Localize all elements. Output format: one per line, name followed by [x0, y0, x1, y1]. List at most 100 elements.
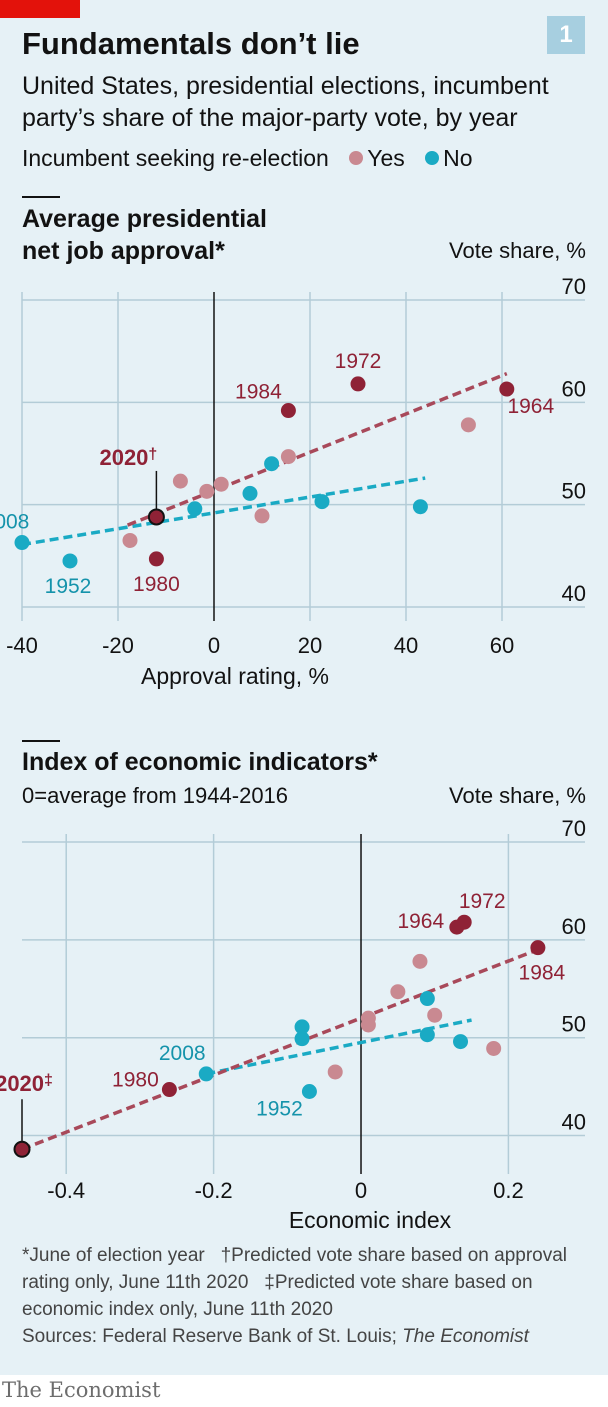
chart-panel [0, 0, 608, 1375]
point-yes [460, 417, 476, 433]
x-tick-label: 0 [208, 633, 220, 658]
point-yes [456, 914, 472, 930]
prediction-label: 2020† [99, 445, 157, 470]
y-tick-label: 60 [562, 376, 586, 401]
economic-chart-subtitle: 0=average from 1944-2016 [22, 783, 289, 808]
point-label-1980: 1980 [133, 573, 180, 596]
chart-number: 1 [547, 16, 585, 54]
point-yes [280, 449, 296, 465]
economic-chart-title: Index of economic indicators* [22, 748, 378, 776]
brand-tag [0, 0, 80, 18]
point-yes [172, 473, 188, 489]
y-tick-label: 60 [562, 914, 586, 939]
point-label-2008: 2008 [159, 1042, 206, 1065]
legend-yes-label: Yes [367, 145, 405, 171]
point-yes [213, 476, 229, 492]
prediction-point [13, 1140, 31, 1158]
point-yes [390, 984, 406, 1000]
footnotes: *June of election year †Predicted vote s… [22, 1242, 597, 1323]
footnote-ddagger: ‡Predicted vote share based on economic … [22, 1272, 533, 1320]
legend-no-swatch [425, 151, 440, 166]
y-tick-label: 50 [562, 479, 586, 504]
point-yes [412, 953, 428, 969]
trend-line-no [21, 476, 426, 547]
legend-yes-swatch [349, 151, 364, 166]
x-tick-label: -0.4 [47, 1178, 85, 1203]
point-label-1984: 1984 [235, 381, 282, 404]
x-tick-label: 0 [355, 1178, 367, 1203]
x-tick-label: 40 [394, 633, 418, 658]
point-no [294, 1031, 310, 1047]
point-yes [122, 532, 138, 548]
trend-line-yes [21, 947, 539, 1151]
y-tick-label: 40 [562, 581, 586, 606]
chart-title: Fundamentals don’t lie [22, 26, 360, 61]
x-tick-label: 60 [490, 633, 514, 658]
point-no [242, 485, 258, 501]
trend-line-yes [126, 372, 508, 527]
point-no [314, 494, 330, 510]
point-no [264, 456, 280, 472]
point-yes [254, 508, 270, 524]
point-label-1972: 1972 [335, 350, 382, 373]
point-yes [499, 381, 515, 397]
brand-logo-text: The Economist [2, 1378, 161, 1402]
point-yes [530, 940, 546, 956]
point-yes [148, 551, 164, 567]
point-label-1952: 1952 [45, 575, 92, 598]
y-tick-label: 70 [562, 274, 586, 299]
approval-chart-title: Average presidential net job approval* [22, 205, 268, 265]
section-rule [22, 196, 60, 198]
economic-chart: 40 50 60 70 -0.4 -0.2 0 0.2 Economic index 1964 19… [0, 816, 586, 1233]
point-no [14, 535, 30, 551]
section-rule [22, 740, 60, 742]
point-yes [280, 403, 296, 419]
point-yes [199, 483, 215, 499]
point-yes [161, 1082, 177, 1098]
sources-italic: The Economist [402, 1326, 529, 1347]
point-label-1964: 1964 [507, 395, 554, 418]
x-tick-label: -0.2 [195, 1178, 233, 1203]
point-no [419, 1027, 435, 1043]
point-label-2008: 2008 [0, 511, 29, 534]
point-yes [486, 1040, 502, 1056]
point-yes [327, 1064, 343, 1080]
y-tick-label: 70 [562, 816, 586, 841]
point-label-1964: 1964 [397, 910, 444, 933]
point-yes [360, 1017, 376, 1033]
economic-y-title: Vote share, % [449, 783, 586, 808]
sources: Sources: Federal Reserve Bank of St. Lou… [22, 1326, 529, 1348]
x-tick-label: -20 [102, 633, 134, 658]
prediction-mark: † [148, 446, 157, 463]
chart-subtitle: United States, presidential elections, i… [22, 72, 549, 132]
point-yes [427, 1007, 443, 1023]
y-tick-label: 50 [562, 1012, 586, 1037]
prediction-point [147, 508, 165, 526]
approval-y-title: Vote share, % [449, 238, 586, 263]
point-no [412, 499, 428, 515]
point-label-1952: 1952 [256, 1098, 303, 1121]
point-no [187, 501, 203, 517]
y-tick-label: 40 [562, 1110, 586, 1135]
approval-chart: 40 50 60 70 -40 -20 0 20 40 60 Approval rating, % 1… [0, 274, 586, 689]
x-tick-label: 20 [298, 633, 322, 658]
x-tick-label: 0.2 [493, 1178, 524, 1203]
point-no [453, 1034, 469, 1050]
point-label-1984: 1984 [519, 962, 566, 985]
legend-no-label: No [443, 145, 473, 171]
x-axis-title: Economic index [289, 1207, 452, 1233]
point-no [419, 991, 435, 1007]
footnote-dagger: †Predicted vote share based on approval … [22, 1245, 568, 1293]
point-label-1980: 1980 [112, 1069, 159, 1092]
x-axis-title: Approval rating, % [141, 663, 329, 689]
legend-title: Incumbent seeking re-election [22, 145, 329, 171]
footnote-approval: *June of election year [22, 1245, 205, 1266]
point-no [198, 1066, 214, 1082]
prediction-label: 2020‡ [0, 1071, 53, 1096]
point-yes [350, 376, 366, 392]
point-no [62, 553, 78, 569]
point-label-1972: 1972 [459, 890, 506, 913]
point-no [301, 1084, 317, 1100]
sources-prefix: Sources: Federal Reserve Bank of St. Lou… [22, 1326, 397, 1347]
prediction-mark: ‡ [44, 1072, 53, 1089]
